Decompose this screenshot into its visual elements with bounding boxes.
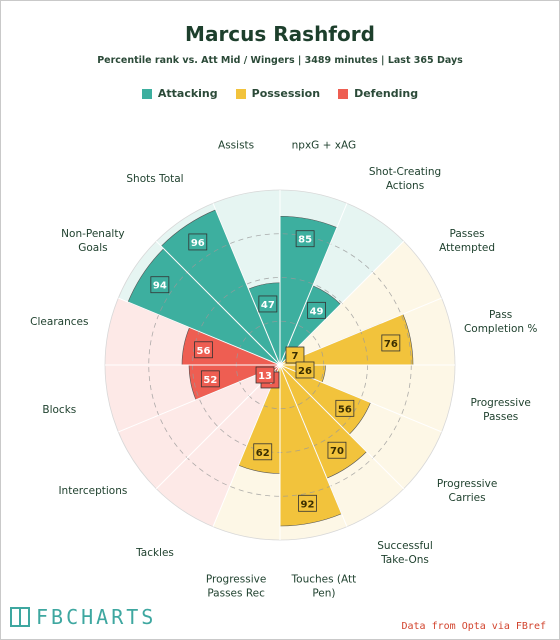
logo-icon xyxy=(10,607,30,627)
axis-label-blocks: Blocks xyxy=(42,404,76,416)
axis-label-pass-completion: Pass Completion % xyxy=(464,309,537,335)
fbcharts-logo: FBCHARTS xyxy=(10,605,156,629)
axis-label-assists: Assists xyxy=(218,139,254,151)
logo-text: FBCHARTS xyxy=(36,605,157,629)
value-label-pass-completion: 76 xyxy=(384,339,398,350)
value-label-box-blocks xyxy=(200,370,220,388)
value-label-box-progressive-passes-rec xyxy=(253,443,273,461)
value-label-non-penalty-goals: 94 xyxy=(153,281,167,292)
axis-label-interceptions: Interceptions xyxy=(58,485,127,497)
value-label-box-assists xyxy=(258,295,278,313)
legend-swatch-defending xyxy=(338,88,349,99)
background-sector-progressive-passes xyxy=(280,365,455,432)
axis-label-successful-take-ons: Successful Take-Ons xyxy=(377,540,433,566)
legend-label-possession: Possession xyxy=(251,87,321,100)
value-label-assists: 47 xyxy=(261,300,275,311)
spoke-8 xyxy=(279,364,348,527)
value-label-box-progressive-carries xyxy=(335,399,355,417)
legend-item-attacking: Attacking xyxy=(141,87,218,100)
value-label-shots-total: 96 xyxy=(191,238,205,249)
axis-label-touches-att-pen: Touches (Att Pen) xyxy=(291,574,357,600)
background-sector-passes-attempted xyxy=(280,241,442,365)
value-label-box-npxg-xag xyxy=(295,230,315,248)
legend-swatch-attacking xyxy=(141,88,152,99)
spoke-10 xyxy=(212,364,281,527)
value-label-successful-take-ons: 70 xyxy=(330,446,344,457)
legend-label-defending: Defending xyxy=(354,87,419,100)
axis-label-progressive-passes: Progressive Passes xyxy=(470,397,530,423)
axis-label-clearances: Clearances xyxy=(30,316,88,328)
spoke-7 xyxy=(279,364,405,490)
spoke-4 xyxy=(279,297,442,366)
axis-label-npxg-xag: npxG + xAG xyxy=(292,139,357,151)
axis-label-shots-total: Shots Total xyxy=(126,173,183,185)
legend-item-possession: Possession xyxy=(235,87,321,100)
legend-swatch-possession xyxy=(235,88,246,99)
spoke-2 xyxy=(279,203,348,366)
value-label-passes-attempted: 7 xyxy=(291,351,298,362)
value-label-interceptions: 13 xyxy=(258,371,272,382)
spoke-12 xyxy=(118,364,281,433)
spoke-11 xyxy=(155,364,281,490)
axis-label-non-penalty-goals: Non-Penalty Goals xyxy=(61,228,124,254)
spoke-14 xyxy=(118,297,281,366)
value-label-box-passes-attempted xyxy=(285,346,305,364)
axis-label-passes-attempted: Passes Attempted xyxy=(439,228,495,254)
value-label-box-non-penalty-goals xyxy=(150,276,170,294)
axis-label-shot-creating-actions: Shot-Creating Actions xyxy=(369,166,441,192)
value-label-box-clearances xyxy=(194,341,213,359)
value-label-clearances: 56 xyxy=(197,346,211,357)
value-label-box-touches-att-pen xyxy=(298,494,317,512)
spoke-15 xyxy=(155,240,281,366)
value-label-box-progressive-passes xyxy=(295,361,315,379)
value-label-box-interceptions xyxy=(255,366,275,384)
value-label-progressive-passes-rec: 62 xyxy=(256,448,270,459)
value-label-box-successful-take-ons xyxy=(327,441,347,459)
value-label-progressive-passes: 26 xyxy=(298,366,312,377)
legend-label-attacking: Attacking xyxy=(157,87,218,100)
legend: Attacking Possession Defending xyxy=(0,87,560,100)
background-sector-tackles xyxy=(156,365,280,527)
value-label-box-shot-creating-actions xyxy=(307,301,326,319)
background-sector-interceptions xyxy=(118,365,280,489)
legend-item-defending: Defending xyxy=(338,87,418,100)
chart-subtitle: Percentile rank vs. Att Mid / Wingers | … xyxy=(97,55,463,66)
chart-title: Marcus Rashford xyxy=(185,22,375,46)
axis-label-progressive-carries: Progressive Carries xyxy=(437,478,497,504)
axis-label-progressive-passes-rec: Progressive Passes Rec xyxy=(206,574,266,600)
value-label-box-pass-completion xyxy=(381,334,401,352)
spoke-16 xyxy=(212,203,281,366)
axis-label-tackles: Tackles xyxy=(135,547,174,559)
data-source: Data from Opta via FBref xyxy=(401,621,547,632)
spoke-3 xyxy=(279,240,405,366)
value-label-blocks: 52 xyxy=(203,375,217,386)
value-label-npxg-xag: 85 xyxy=(298,235,312,246)
value-label-touches-att-pen: 92 xyxy=(301,499,315,510)
value-label-box-shots-total xyxy=(188,233,208,251)
value-label-shot-creating-actions: 49 xyxy=(310,306,324,317)
value-label-progressive-carries: 56 xyxy=(338,404,352,415)
